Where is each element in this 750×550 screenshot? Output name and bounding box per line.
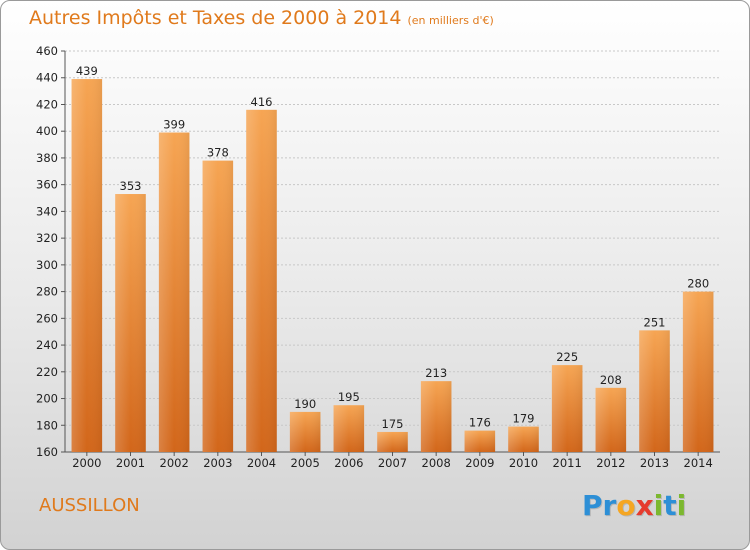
x-tick-label: 2011: [553, 456, 582, 470]
bar-shine: [639, 330, 670, 452]
bar-shine: [71, 79, 103, 452]
bar-shine: [595, 387, 627, 452]
x-tick-label: 2013: [640, 456, 669, 470]
value-label: 416: [251, 95, 273, 109]
y-tick-label: 420: [36, 97, 58, 111]
chart-title: Autres Impôts et Taxes de 2000 à 2014 (en…: [29, 7, 494, 29]
value-label: 439: [76, 64, 98, 78]
y-tick-label: 160: [36, 445, 58, 459]
proxiti-logo: Proxiti: [582, 489, 686, 522]
value-label: 176: [469, 416, 491, 430]
logo-letter: o: [616, 489, 636, 522]
logo-letter: t: [663, 489, 677, 522]
x-tick-label: 2001: [116, 456, 145, 470]
value-label: 280: [687, 277, 709, 291]
bar-shine: [115, 194, 146, 453]
value-label: 213: [425, 366, 447, 380]
y-tick-label: 320: [36, 231, 58, 245]
x-tick-label: 2002: [160, 456, 189, 470]
bar-shine: [682, 291, 714, 452]
bar-shine: [551, 365, 583, 452]
y-tick-label: 340: [36, 204, 58, 218]
value-label: 190: [294, 397, 316, 411]
y-tick-label: 260: [36, 311, 58, 325]
x-tick-label: 2009: [465, 456, 494, 470]
x-tick-label: 2010: [509, 456, 538, 470]
x-tick-label: 2012: [596, 456, 625, 470]
bar-shine: [246, 109, 277, 453]
bar-shine: [464, 430, 496, 452]
bar-shine: [202, 160, 234, 452]
value-label: 225: [556, 350, 578, 364]
value-label: 175: [382, 417, 404, 431]
commune-name: AUSSILLON: [39, 495, 140, 516]
y-tick-label: 240: [36, 338, 58, 352]
value-label: 399: [163, 118, 185, 132]
bar-shine: [158, 132, 190, 452]
y-tick-label: 460: [36, 44, 58, 58]
y-tick-label: 360: [36, 178, 58, 192]
y-tick-label: 200: [36, 392, 58, 406]
x-tick-label: 2008: [422, 456, 451, 470]
bar-shine: [377, 431, 408, 452]
x-tick-label: 2003: [203, 456, 232, 470]
x-tick-label: 2004: [247, 456, 276, 470]
bar-shine: [508, 426, 539, 452]
logo-letter: i: [676, 489, 687, 522]
y-tick-label: 380: [36, 151, 58, 165]
x-tick-label: 2000: [72, 456, 101, 470]
x-tick-label: 2006: [334, 456, 363, 470]
logo-letter: i: [653, 489, 664, 522]
bar-shine: [420, 381, 452, 452]
value-label: 353: [120, 179, 142, 193]
value-label: 378: [207, 146, 229, 160]
y-tick-label: 440: [36, 71, 58, 85]
value-label: 195: [338, 390, 360, 404]
bars: [71, 79, 714, 453]
value-label: 179: [513, 412, 535, 426]
y-tick-label: 400: [36, 124, 58, 138]
y-tick-label: 220: [36, 365, 58, 379]
x-tick-label: 2014: [684, 456, 713, 470]
chart-subtitle: (en milliers d'€): [407, 14, 494, 27]
y-tick-label: 180: [36, 418, 58, 432]
logo-letter: r: [602, 489, 617, 522]
labels: 160 180 200 220 240 260 280 300 320 340 360 380 400 4…: [36, 44, 713, 470]
x-tick-label: 2005: [291, 456, 320, 470]
y-tick-label: 280: [36, 285, 58, 299]
logo-letter: x: [635, 489, 654, 522]
bar-shine: [289, 411, 321, 452]
x-tick-label: 2007: [378, 456, 407, 470]
y-tick-label: 300: [36, 258, 58, 272]
bar-shine: [333, 405, 365, 452]
logo-letter: P: [582, 489, 603, 522]
value-label: 251: [644, 315, 666, 329]
value-label: 208: [600, 373, 622, 387]
chart-title-text: Autres Impôts et Taxes de 2000 à 2014: [29, 7, 402, 29]
